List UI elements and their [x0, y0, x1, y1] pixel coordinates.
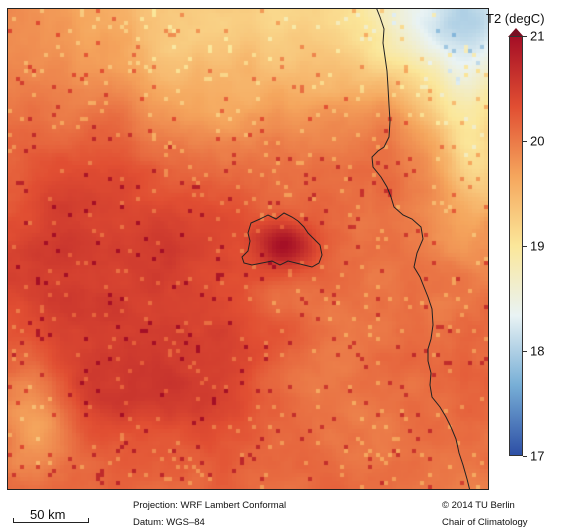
boundary-overlay: [241, 9, 471, 489]
colorbar-title: T2 (degC): [486, 11, 545, 26]
colorbar: [509, 36, 523, 456]
projection-label: Projection: WRF Lambert Conformal: [133, 500, 287, 511]
colorbar-tick-label: 21: [530, 28, 545, 44]
temperature-map: [7, 8, 489, 490]
colorbar-tick: [523, 351, 527, 352]
datum-label: Datum: WGS–84: [133, 517, 205, 528]
copyright-label: © 2014 TU Berlin: [442, 500, 515, 511]
colorbar-tick-label: 19: [530, 238, 545, 254]
colorbar-max-arrow: [508, 28, 524, 37]
scalebar-end-right: [88, 518, 89, 523]
national-border: [371, 9, 471, 489]
colorbar-tick-label: 17: [530, 448, 545, 464]
colorbar-tick-label: 20: [530, 133, 545, 149]
scalebar-end-left: [13, 518, 14, 523]
institution-label: Chair of Climatology: [442, 517, 528, 528]
berlin-boundary: [241, 212, 323, 268]
colorbar-tick: [523, 36, 527, 37]
colorbar-tick: [523, 246, 527, 247]
colorbar-tick: [523, 141, 527, 142]
colorbar-tick-label: 18: [530, 343, 545, 359]
colorbar-tick: [523, 456, 527, 457]
scalebar: [13, 522, 89, 523]
scalebar-label: 50 km: [30, 507, 66, 522]
